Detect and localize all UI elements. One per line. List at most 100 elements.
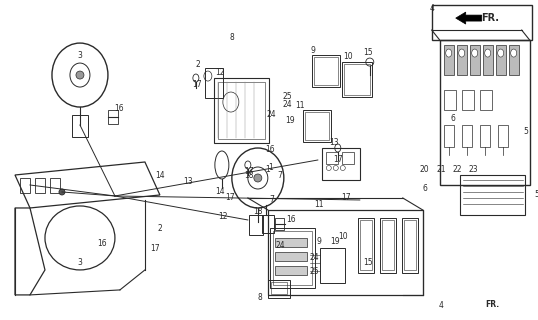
Bar — [326, 152, 338, 164]
Text: 7: 7 — [277, 172, 282, 180]
Bar — [275, 266, 307, 275]
Bar — [72, 115, 88, 137]
Bar — [342, 152, 354, 164]
Bar — [358, 218, 374, 273]
Text: 22: 22 — [452, 165, 462, 174]
Bar — [470, 45, 480, 75]
Text: 11: 11 — [295, 100, 305, 109]
Bar — [460, 175, 525, 215]
Text: 17: 17 — [244, 167, 253, 177]
Text: 17: 17 — [333, 156, 343, 164]
Bar — [444, 45, 454, 75]
Text: 25: 25 — [283, 92, 293, 101]
Bar — [268, 210, 423, 295]
Bar — [262, 215, 274, 233]
Bar — [480, 90, 492, 110]
Text: 6: 6 — [422, 184, 427, 193]
Ellipse shape — [459, 49, 465, 57]
Bar — [205, 68, 223, 98]
Text: 17: 17 — [150, 244, 160, 253]
Text: 19: 19 — [285, 116, 295, 125]
Text: 16: 16 — [97, 239, 107, 248]
Text: 4: 4 — [438, 301, 443, 310]
Bar — [344, 64, 370, 95]
Bar — [444, 90, 456, 110]
Bar — [249, 215, 263, 235]
Text: 9: 9 — [316, 237, 321, 246]
Text: 8: 8 — [230, 33, 235, 42]
Text: 5: 5 — [523, 127, 528, 136]
Bar — [360, 220, 372, 270]
Bar — [380, 218, 396, 273]
Text: 12: 12 — [215, 68, 224, 76]
Ellipse shape — [59, 189, 65, 195]
Text: 24: 24 — [266, 110, 276, 119]
Text: FR.: FR. — [485, 300, 500, 309]
Bar — [431, 5, 532, 40]
Text: 7: 7 — [270, 196, 274, 204]
Text: 24: 24 — [276, 242, 286, 251]
Bar — [462, 90, 474, 110]
Text: 3: 3 — [77, 258, 82, 267]
Text: 21: 21 — [436, 165, 445, 174]
Bar — [462, 125, 472, 147]
Text: 23: 23 — [469, 165, 478, 174]
Text: 6: 6 — [450, 114, 455, 123]
Bar — [50, 178, 60, 193]
Text: 13: 13 — [329, 138, 338, 147]
Text: 10: 10 — [338, 232, 348, 241]
Text: 2: 2 — [195, 60, 200, 68]
Bar — [303, 110, 331, 142]
Bar — [322, 148, 360, 180]
Bar — [495, 45, 506, 75]
Bar — [20, 178, 30, 193]
Bar — [268, 280, 290, 298]
Bar — [275, 218, 284, 230]
Text: 3: 3 — [77, 51, 82, 60]
Bar — [440, 40, 530, 185]
Text: 10: 10 — [343, 52, 352, 60]
Bar — [314, 57, 338, 85]
Text: 15: 15 — [363, 48, 373, 57]
Bar — [457, 45, 467, 75]
Text: 17: 17 — [225, 193, 235, 202]
Text: 18: 18 — [244, 171, 254, 180]
Text: 4: 4 — [429, 4, 434, 12]
Bar — [305, 112, 329, 140]
Text: 1: 1 — [268, 164, 273, 172]
Text: 24: 24 — [310, 253, 320, 262]
Polygon shape — [456, 12, 482, 24]
Text: 16: 16 — [286, 215, 295, 224]
Text: 11: 11 — [315, 200, 324, 209]
Text: 5: 5 — [534, 190, 538, 199]
Bar — [108, 110, 118, 124]
Bar — [35, 178, 45, 193]
Bar — [342, 62, 372, 97]
Ellipse shape — [76, 71, 84, 79]
Bar — [480, 125, 490, 147]
Bar — [498, 125, 508, 147]
Ellipse shape — [485, 49, 491, 57]
Text: 1: 1 — [265, 165, 270, 174]
Text: 20: 20 — [420, 165, 429, 174]
Bar — [218, 82, 265, 139]
Text: 12: 12 — [218, 212, 228, 221]
Text: 17: 17 — [192, 80, 202, 89]
Text: 19: 19 — [330, 237, 339, 246]
Bar — [271, 282, 287, 294]
Ellipse shape — [254, 174, 262, 182]
Text: 24: 24 — [283, 100, 293, 109]
Text: 16: 16 — [265, 145, 275, 154]
Bar — [509, 45, 519, 75]
Bar — [273, 231, 312, 285]
Bar — [214, 78, 269, 143]
Bar — [275, 238, 307, 247]
Bar — [312, 55, 340, 87]
Bar — [402, 218, 417, 273]
Bar — [320, 248, 345, 283]
Text: FR.: FR. — [481, 13, 499, 23]
Ellipse shape — [445, 49, 452, 57]
Ellipse shape — [472, 49, 478, 57]
Text: 8: 8 — [258, 293, 262, 302]
Bar — [270, 228, 315, 288]
